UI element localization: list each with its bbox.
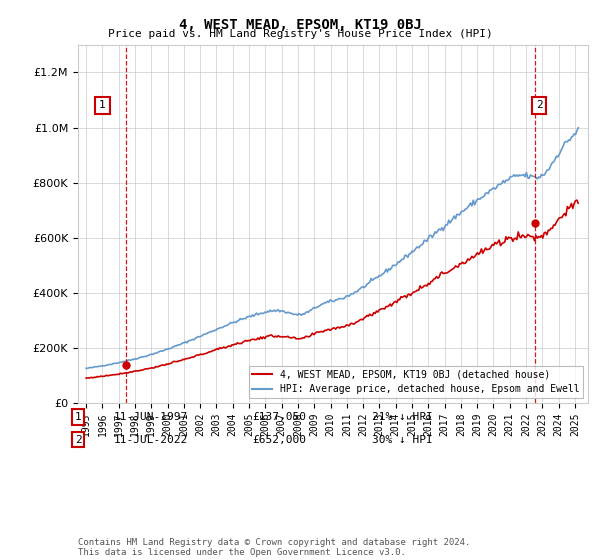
Legend: 4, WEST MEAD, EPSOM, KT19 0BJ (detached house), HPI: Average price, detached hou: 4, WEST MEAD, EPSOM, KT19 0BJ (detached … — [248, 366, 583, 398]
Text: £137,050: £137,050 — [252, 412, 306, 422]
Text: 2: 2 — [74, 435, 82, 445]
Text: 1: 1 — [74, 412, 82, 422]
Text: 11-JUL-2022: 11-JUL-2022 — [114, 435, 188, 445]
Text: Contains HM Land Registry data © Crown copyright and database right 2024.
This d: Contains HM Land Registry data © Crown c… — [78, 538, 470, 557]
Point — [530, 219, 539, 228]
Text: 11-JUN-1997: 11-JUN-1997 — [114, 412, 188, 422]
Text: 4, WEST MEAD, EPSOM, KT19 0BJ: 4, WEST MEAD, EPSOM, KT19 0BJ — [179, 18, 421, 32]
Text: 21% ↓ HPI: 21% ↓ HPI — [372, 412, 433, 422]
Text: Price paid vs. HM Land Registry's House Price Index (HPI): Price paid vs. HM Land Registry's House … — [107, 29, 493, 39]
Point — [121, 361, 131, 370]
Text: 30% ↓ HPI: 30% ↓ HPI — [372, 435, 433, 445]
Text: £652,000: £652,000 — [252, 435, 306, 445]
Text: 1: 1 — [99, 100, 106, 110]
Text: 2: 2 — [536, 100, 542, 110]
